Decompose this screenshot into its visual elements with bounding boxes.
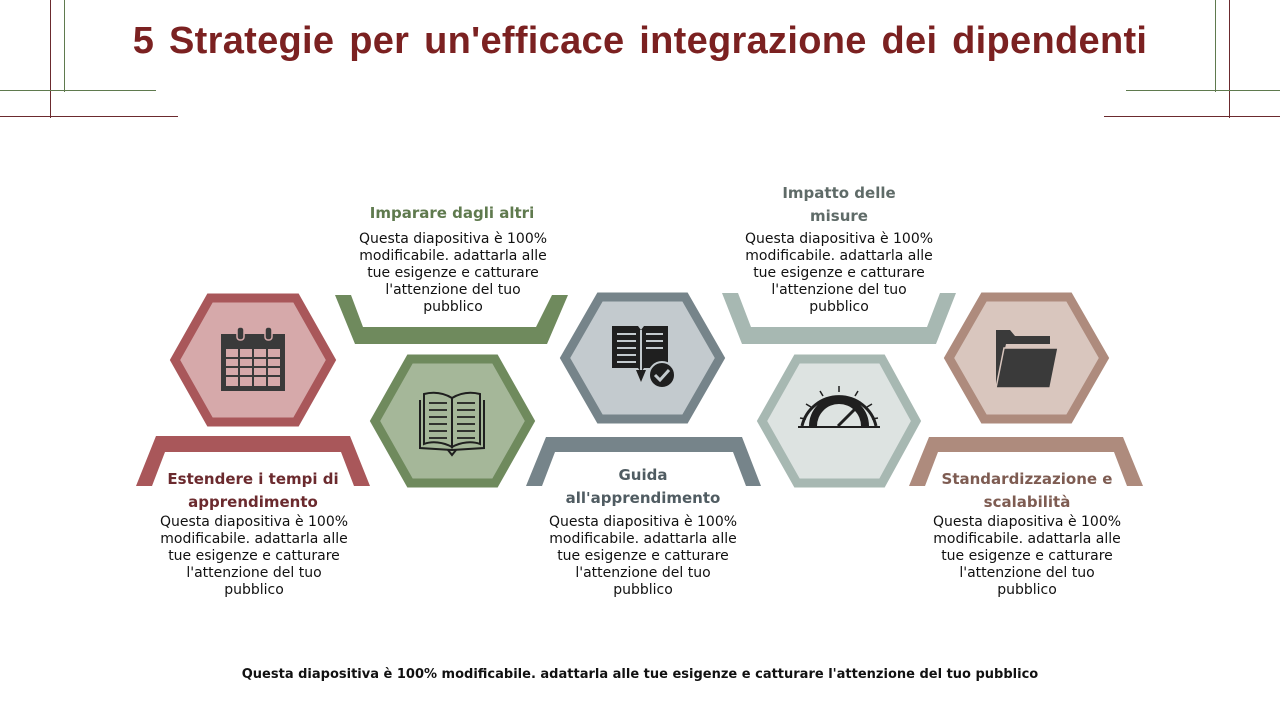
- frame-line: [1229, 0, 1230, 118]
- hexagon-4: [756, 354, 922, 488]
- band-4: [722, 293, 956, 344]
- frame-line: [0, 90, 156, 91]
- strategy-3-heading: Guida all'apprendimento: [565, 466, 721, 507]
- strategy-4-heading: Impatto delle misure: [782, 184, 896, 225]
- band-3: [526, 437, 761, 486]
- footer-note: Questa diapositiva è 100% modificabile. …: [241, 667, 1039, 682]
- frame-line: [1215, 0, 1216, 92]
- strategy-3-description: Questa diapositiva è 100% modificabile. …: [548, 514, 738, 598]
- strategy-1-description: Questa diapositiva è 100% modificabile. …: [159, 514, 349, 598]
- strategy-2-heading: Imparare dagli altri: [369, 204, 535, 222]
- strategy-4-description: Questa diapositiva è 100% modificabile. …: [744, 231, 934, 315]
- page-title: 5 Strategie per un'efficace integrazione…: [132, 20, 1148, 62]
- strategy-5-description: Questa diapositiva è 100% modificabile. …: [932, 514, 1122, 598]
- frame-line: [0, 116, 178, 117]
- strategy-5-heading: Standardizzazione e scalabilità: [941, 470, 1113, 511]
- band-5: [909, 437, 1143, 486]
- folder-icon: [995, 330, 1059, 389]
- calendar-icon: [221, 326, 285, 391]
- speedometer-icon: [798, 386, 880, 428]
- open-book-icon: [419, 391, 485, 457]
- frame-line: [1104, 116, 1280, 117]
- frame-line: [50, 0, 51, 118]
- strategy-1-heading: Estendere i tempi di apprendimento: [167, 470, 339, 511]
- band-1: [136, 436, 370, 486]
- band-2: [335, 295, 568, 344]
- strategy-2-description: Questa diapositiva è 100% modificabile. …: [358, 231, 548, 315]
- frame-line: [1126, 90, 1280, 91]
- book-checkmark-icon: [612, 326, 676, 389]
- frame-line: [64, 0, 65, 92]
